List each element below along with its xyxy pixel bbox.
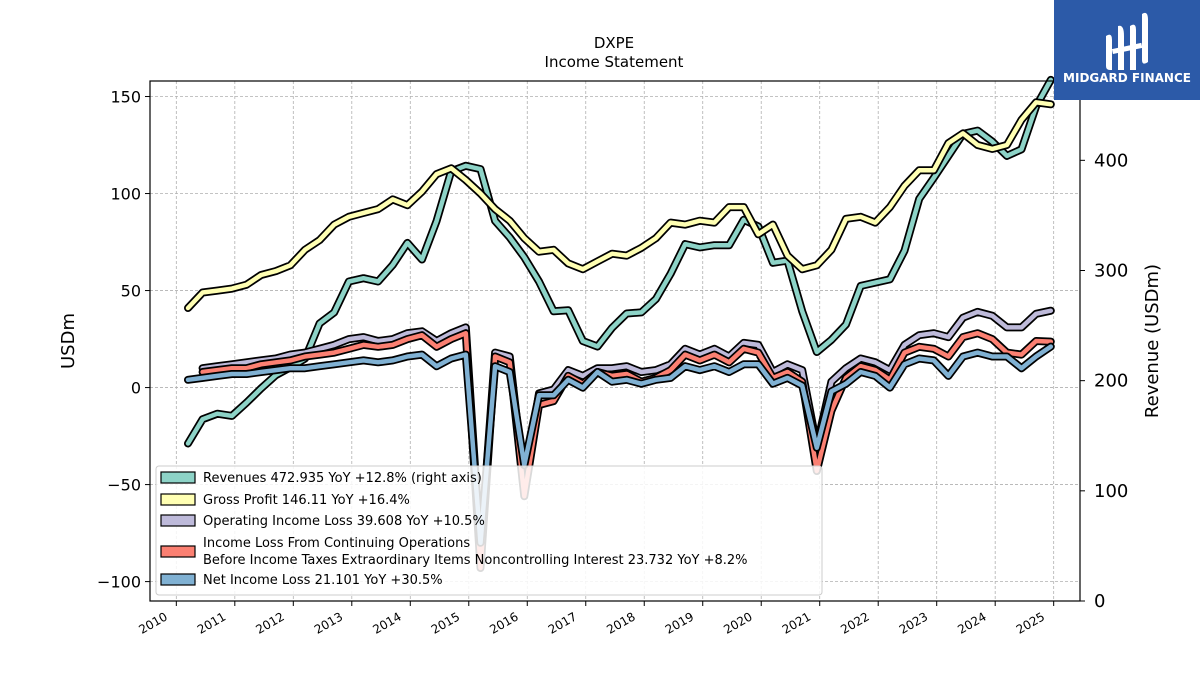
y-right-tick-label: 200: [1094, 371, 1128, 392]
y-tick-label: 0: [131, 379, 141, 398]
y-right-tick-label: 100: [1094, 481, 1128, 502]
legend-swatch-net-income: [160, 573, 196, 586]
series-outline-revenues: [184, 75, 1055, 448]
series-line-operating-income-loss: [200, 308, 1054, 553]
series-line-income-loss-from-continuing-operations-b: [200, 330, 1054, 571]
chart-subtitle: Income Statement: [545, 53, 684, 71]
logo-text: MIDGARD FINANCE: [1063, 71, 1191, 85]
legend-swatch-operating-income: [160, 514, 196, 527]
x-tick-label: 2013: [312, 609, 345, 636]
series-line-net-income-loss: [185, 344, 1054, 546]
logo-mark-icon: [1106, 12, 1148, 71]
series-line-revenues: [185, 77, 1054, 446]
x-tick-label: 2024: [955, 609, 988, 636]
x-tick-label: 2017: [546, 609, 579, 636]
legend-label-revenues: Revenues 472.935 YoY +12.8% (right axis): [203, 471, 482, 486]
x-tick-label: 2020: [721, 609, 754, 636]
x-tick-label: 2011: [195, 609, 228, 636]
chart-title: DXPE: [594, 34, 634, 52]
x-tick-label: 2015: [429, 609, 462, 636]
legend: Revenues 472.935 YoY +12.8% (right axis)…: [155, 465, 823, 596]
legend-label-gross-profit: Gross Profit 146.11 YoY +16.4%: [203, 493, 410, 508]
x-tick-label: 2019: [663, 609, 696, 636]
series-layer: [184, 75, 1055, 572]
legend-swatch-gross-profit: [160, 493, 196, 506]
y-tick-label: −100: [97, 573, 141, 592]
x-tick-label: 2010: [136, 609, 169, 636]
x-tick-label: 2012: [253, 609, 286, 636]
y-tick-label: 50: [121, 282, 141, 301]
y-right-axis-label: Revenue (USDm): [1142, 264, 1163, 418]
x-tick-label: 2014: [370, 609, 403, 636]
y-right-tick-label: 400: [1094, 150, 1128, 171]
plot-frame: [149, 80, 1081, 602]
x-tick-label: 2018: [604, 609, 637, 636]
legend-label-net-income: Net Income Loss 21.101 YoY +30.5%: [203, 573, 443, 588]
x-tick-label: 2022: [838, 609, 871, 636]
legend-box: [155, 465, 823, 596]
legend-label-operating-income: Operating Income Loss 39.608 YoY +10.5%: [203, 514, 485, 529]
x-tick-label: 2025: [1014, 609, 1047, 636]
x-tick-label: 2016: [487, 609, 520, 636]
y-axis-label: USDm: [58, 313, 79, 369]
legend-swatch-revenues: [160, 471, 196, 484]
y-tick-label: −50: [107, 476, 141, 495]
y-right-tick-label: 0: [1094, 591, 1105, 612]
x-tick-label: 2021: [780, 609, 813, 636]
legend-label-pretax-income-line2: Before Income Taxes Extraordinary Items …: [203, 553, 748, 568]
midgard-finance-logo: MIDGARD FINANCE: [1054, 0, 1200, 100]
legend-label-pretax-income-line1: Income Loss From Continuing Operations: [203, 536, 470, 551]
legend-swatch-pretax-income: [160, 545, 196, 558]
series-line-gross-profit: [185, 100, 1054, 311]
y-tick-label: 150: [110, 88, 141, 107]
x-tick-label: 2023: [897, 609, 930, 636]
y-tick-label: 100: [110, 185, 141, 204]
y-right-tick-label: 300: [1094, 260, 1128, 281]
